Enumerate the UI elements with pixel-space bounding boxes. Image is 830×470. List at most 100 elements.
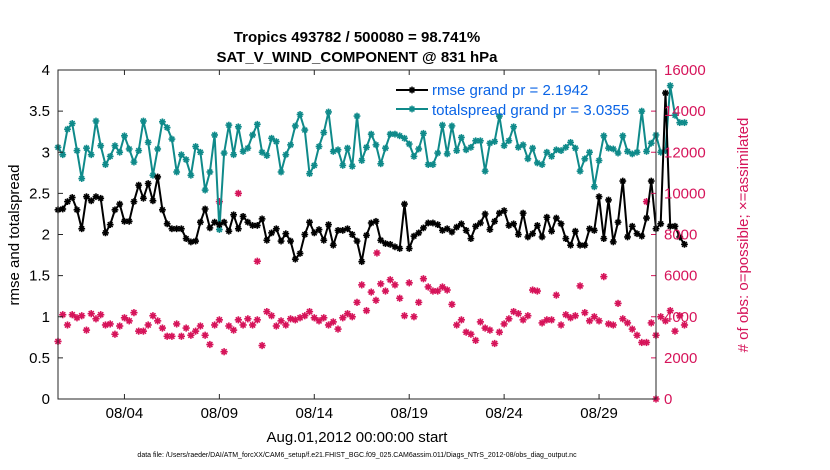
rmse-point [657, 220, 665, 228]
obs-point [600, 273, 608, 281]
spread-point [571, 144, 579, 152]
spread-point [681, 119, 688, 127]
obs-point [263, 308, 271, 316]
rmse-point [614, 218, 622, 226]
spread-point [59, 151, 67, 159]
obs-point [111, 330, 119, 338]
spread-point [619, 132, 627, 140]
spread-point [657, 148, 665, 156]
obs-point [177, 332, 185, 340]
rmse-point [301, 231, 309, 238]
spread-point [68, 120, 76, 127]
obs-point [258, 341, 266, 350]
rmse-point [116, 200, 124, 208]
spread-point [182, 156, 190, 164]
rmse-point [306, 218, 313, 226]
obs-point [225, 322, 233, 330]
spread-point [643, 148, 650, 155]
obs-point [595, 317, 603, 325]
obs-point [144, 321, 152, 329]
rmse-point [230, 211, 238, 219]
obs-point [491, 339, 499, 348]
obs-point [362, 306, 371, 315]
rmse-point [363, 231, 370, 239]
spread-point [225, 121, 233, 129]
spread-point [562, 143, 570, 151]
x-tick-label: 08/19 [390, 405, 428, 422]
rmse-point [662, 89, 669, 97]
spread-point [448, 122, 456, 130]
rmse-point [263, 236, 271, 244]
spread-point [78, 175, 86, 182]
spread-point [334, 146, 342, 154]
obs-point [571, 312, 579, 320]
spread-point [177, 151, 185, 159]
spread-point [434, 149, 442, 157]
y-tick-label-right: 14000 [664, 103, 706, 120]
obs-point [448, 300, 456, 309]
y-tick-label-right: 2000 [664, 350, 697, 367]
obs-point [87, 310, 95, 318]
obs-point [410, 313, 418, 321]
obs-point [301, 312, 309, 320]
spread-point [595, 157, 603, 164]
rmse-point [396, 245, 404, 252]
spread-point [609, 145, 617, 153]
spread-point [296, 111, 304, 118]
y-tick-label-left: 2.5 [29, 185, 50, 202]
rmse-point [220, 218, 228, 226]
legend-label-rmse: rmse grand pr = 2.1942 [432, 82, 588, 99]
rmse-point [196, 218, 204, 226]
rmse-point [282, 230, 290, 238]
rmse-point [486, 226, 494, 233]
rmse-point [514, 231, 522, 238]
spread-point [405, 140, 413, 148]
rmse-point [325, 221, 332, 229]
rmse-point [481, 210, 489, 218]
obs-point [201, 331, 209, 339]
rmse-point [543, 213, 551, 221]
spread-point [420, 129, 427, 137]
obs-point [120, 314, 129, 322]
rmse-point [415, 229, 423, 237]
rmse-point [320, 236, 328, 244]
legend-marker-spread [408, 105, 416, 113]
rmse-point [225, 227, 233, 235]
spread-point [111, 142, 119, 150]
rmse-point [453, 223, 461, 231]
y-tick-label-right: 12000 [664, 144, 706, 161]
obs-point [657, 313, 665, 321]
y-tick-label-left: 1 [42, 309, 50, 326]
rmse-point [571, 227, 579, 235]
obs-point [92, 315, 100, 323]
rmse-point [410, 232, 418, 240]
rmse-point [548, 227, 555, 235]
rmse-point [552, 214, 560, 222]
spread-point [676, 119, 684, 127]
rmse-point [647, 177, 655, 185]
spread-point [348, 162, 356, 170]
obs-point [514, 310, 522, 318]
obs-point [253, 257, 261, 265]
rmse-point [187, 238, 195, 246]
legend: rmse grand pr = 2.1942 totalspread grand… [396, 82, 629, 119]
obs-point [97, 311, 105, 319]
rmse-point [401, 200, 408, 208]
spread-point [524, 155, 532, 163]
spread-point [306, 170, 313, 178]
obs-point [524, 312, 532, 320]
obs-point [158, 324, 167, 332]
obs-point [642, 338, 651, 347]
spread-point [220, 149, 228, 157]
obs-point [101, 321, 110, 329]
rmse-point [358, 258, 366, 266]
spread-point [353, 112, 361, 120]
rmse-point [676, 233, 684, 241]
obs-point [267, 312, 276, 320]
spread-point [543, 148, 551, 156]
spread-point [443, 150, 451, 158]
x-tick-label: 08/29 [580, 405, 618, 422]
obs-point [666, 306, 674, 315]
rmse-point [87, 197, 95, 205]
obs-point [557, 321, 565, 329]
